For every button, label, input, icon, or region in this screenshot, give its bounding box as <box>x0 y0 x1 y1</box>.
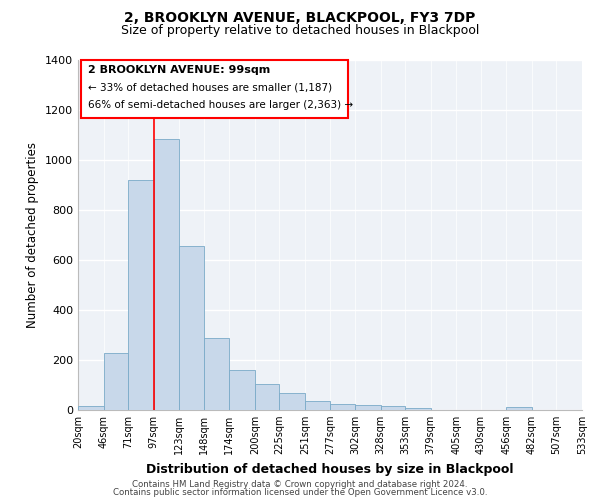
Bar <box>255 384 280 410</box>
Bar <box>204 338 229 410</box>
Text: 2 BROOKLYN AVENUE: 99sqm: 2 BROOKLYN AVENUE: 99sqm <box>88 66 271 76</box>
Bar <box>380 406 405 410</box>
Bar <box>104 352 128 410</box>
Bar <box>355 405 380 410</box>
Bar <box>405 408 431 410</box>
Y-axis label: Number of detached properties: Number of detached properties <box>26 142 40 328</box>
Text: ← 33% of detached houses are smaller (1,187): ← 33% of detached houses are smaller (1,… <box>88 83 332 93</box>
Bar <box>128 180 154 410</box>
FancyBboxPatch shape <box>80 60 347 118</box>
Bar <box>305 401 331 410</box>
Bar <box>179 246 204 410</box>
Text: 2, BROOKLYN AVENUE, BLACKPOOL, FY3 7DP: 2, BROOKLYN AVENUE, BLACKPOOL, FY3 7DP <box>124 12 476 26</box>
X-axis label: Distribution of detached houses by size in Blackpool: Distribution of detached houses by size … <box>146 462 514 475</box>
Bar <box>154 139 179 410</box>
Text: Size of property relative to detached houses in Blackpool: Size of property relative to detached ho… <box>121 24 479 37</box>
Text: Contains HM Land Registry data © Crown copyright and database right 2024.: Contains HM Land Registry data © Crown c… <box>132 480 468 489</box>
Text: 66% of semi-detached houses are larger (2,363) →: 66% of semi-detached houses are larger (… <box>88 100 353 110</box>
Bar <box>506 407 532 410</box>
Bar <box>331 404 355 410</box>
Bar <box>78 406 104 410</box>
Bar <box>280 393 305 410</box>
Bar <box>229 370 255 410</box>
Text: Contains public sector information licensed under the Open Government Licence v3: Contains public sector information licen… <box>113 488 487 497</box>
